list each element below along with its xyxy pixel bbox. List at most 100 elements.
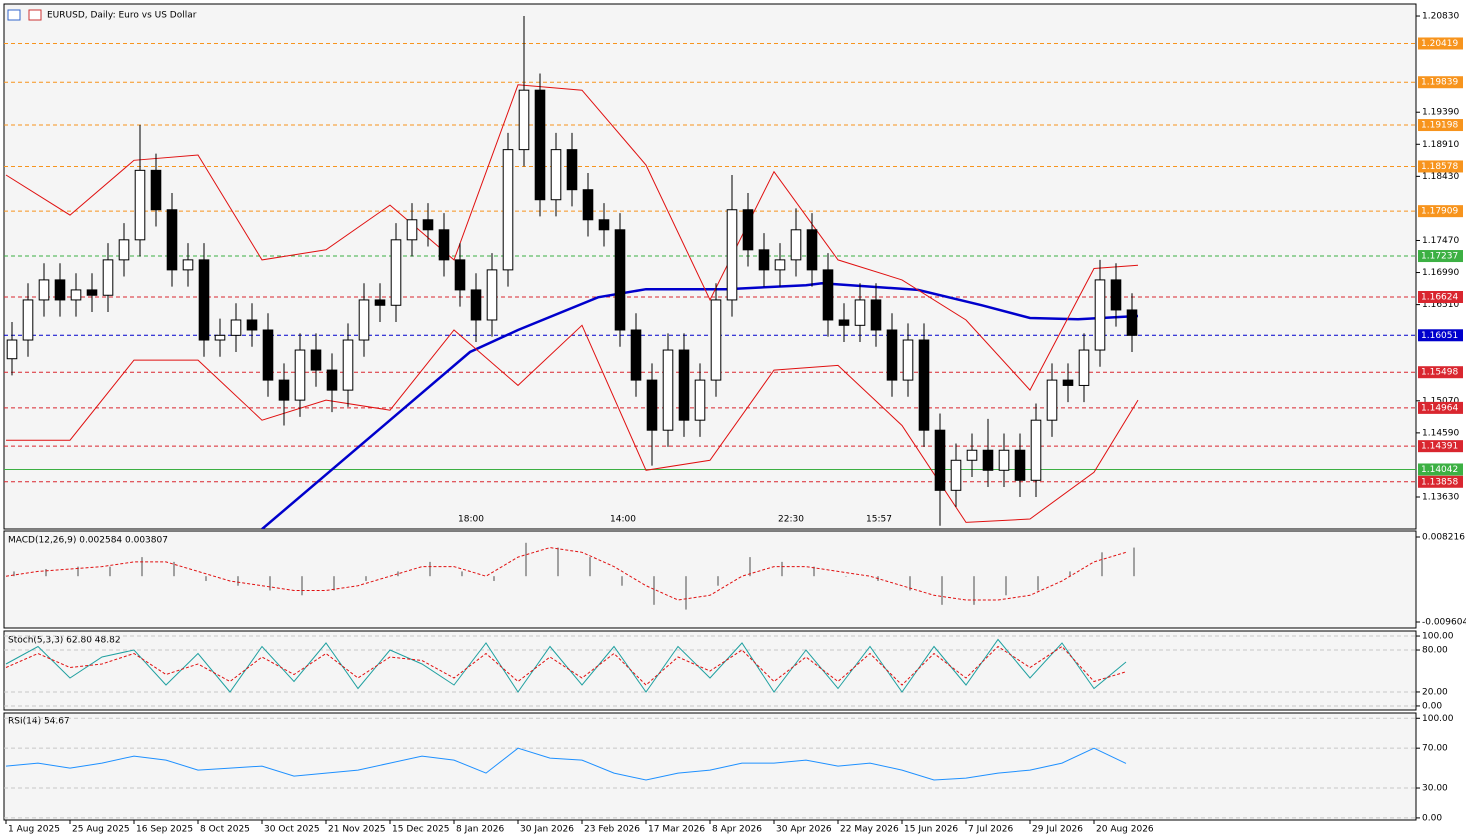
y-tick-label: 1.20830 bbox=[1422, 12, 1459, 22]
candle-body bbox=[214, 334, 226, 341]
x-tick-label: 30 Apr 2026 bbox=[776, 825, 832, 835]
candle-body bbox=[102, 259, 114, 296]
macd-bar bbox=[909, 576, 911, 591]
candle-body bbox=[54, 279, 66, 301]
candle-body bbox=[134, 169, 146, 241]
x-tick-label: 30 Oct 2025 bbox=[264, 825, 320, 835]
candle-body bbox=[326, 369, 338, 391]
macd-bar bbox=[397, 571, 399, 577]
indicator-line bbox=[6, 324, 1139, 523]
candle-body bbox=[550, 149, 562, 201]
candle-body bbox=[470, 289, 482, 321]
icon bbox=[28, 9, 42, 21]
candle-body bbox=[806, 229, 818, 271]
level-label-box bbox=[1418, 160, 1463, 173]
macd-bar bbox=[301, 576, 303, 596]
plot bbox=[4, 16, 1416, 529]
level-label: 1.16051 bbox=[1421, 331, 1458, 341]
level-label: 1.14964 bbox=[1421, 403, 1458, 413]
macd-bar bbox=[13, 571, 15, 577]
macd-bar bbox=[1101, 552, 1103, 577]
candle-body bbox=[278, 379, 290, 401]
macd-bar bbox=[749, 557, 751, 577]
candle-body bbox=[38, 279, 50, 301]
macd-bar bbox=[1037, 576, 1039, 591]
candle-body bbox=[86, 289, 98, 296]
candle-body bbox=[694, 379, 706, 421]
icon bbox=[7, 9, 21, 21]
candle-body bbox=[950, 459, 962, 491]
y-tick-label: 1.15070 bbox=[1422, 396, 1459, 406]
candle-body bbox=[182, 259, 194, 271]
level-label: 1.19839 bbox=[1421, 78, 1458, 88]
candle-body bbox=[646, 379, 658, 431]
candle-body bbox=[70, 289, 82, 301]
candle-body bbox=[502, 149, 514, 271]
candle-body bbox=[662, 349, 674, 431]
candle-body bbox=[390, 239, 402, 306]
candle-body bbox=[166, 209, 178, 271]
y-tick-label: -0.009604 bbox=[1422, 617, 1466, 627]
macd-bar bbox=[1133, 547, 1135, 577]
candle-body bbox=[1126, 309, 1138, 336]
candle-body bbox=[422, 219, 434, 231]
indicator-line bbox=[5, 747, 1127, 781]
candle-body bbox=[582, 189, 594, 221]
level-label-box bbox=[1418, 250, 1463, 263]
x-tick-label: 25 Aug 2025 bbox=[72, 825, 130, 835]
candle-body bbox=[358, 299, 370, 341]
plot bbox=[5, 542, 1135, 610]
candle-body bbox=[406, 219, 418, 241]
candle-body bbox=[614, 229, 626, 331]
y-tick-label: 100.00 bbox=[1422, 632, 1454, 642]
x-tick-label: 15 Jun 2026 bbox=[904, 825, 958, 835]
candle-body bbox=[758, 249, 770, 271]
macd-bar bbox=[653, 576, 655, 605]
candle-body bbox=[1094, 279, 1106, 351]
indicator-line bbox=[261, 281, 1139, 529]
macd-bar bbox=[717, 576, 719, 586]
x-tick-label: 21 Nov 2025 bbox=[328, 825, 386, 835]
candle-body bbox=[886, 329, 898, 381]
level-label-box bbox=[1418, 401, 1463, 414]
candle-body bbox=[6, 339, 18, 360]
indicator-line bbox=[5, 645, 1127, 686]
main-panel bbox=[3, 3, 1417, 530]
panel-title: RSI(14) 54.67 bbox=[8, 717, 70, 727]
candle-body bbox=[22, 299, 34, 341]
y-tick-label: 80.00 bbox=[1422, 646, 1448, 656]
candle-body bbox=[294, 349, 306, 401]
level-label-box bbox=[1418, 475, 1463, 488]
candle-body bbox=[902, 339, 914, 381]
event-marker: 22:30 bbox=[778, 515, 804, 525]
candle-body bbox=[598, 219, 610, 231]
level-label: 1.13858 bbox=[1421, 477, 1458, 487]
macd-bar bbox=[557, 547, 559, 577]
macd-bar bbox=[461, 571, 463, 577]
y-tick-label: 1.19390 bbox=[1422, 108, 1459, 118]
macd-panel bbox=[3, 530, 1417, 629]
event-marker: 14:00 bbox=[610, 515, 636, 525]
candle-body bbox=[1078, 349, 1090, 386]
macd-bar bbox=[429, 561, 431, 577]
level-label: 1.14042 bbox=[1421, 465, 1458, 475]
x-tick-label: 8 Apr 2026 bbox=[712, 825, 762, 835]
macd-bar bbox=[589, 557, 591, 577]
macd-bar bbox=[781, 561, 783, 577]
x-tick-label: 29 Jul 2026 bbox=[1032, 825, 1083, 835]
level-label: 1.20419 bbox=[1421, 39, 1458, 49]
candle-body bbox=[966, 449, 978, 461]
candle-body bbox=[150, 169, 162, 211]
panel-title: Stoch(5,3,3) 62.80 48.82 bbox=[8, 636, 121, 646]
y-tick-label: 1.18430 bbox=[1422, 172, 1459, 182]
macd-bar bbox=[173, 561, 175, 577]
candle-body bbox=[454, 259, 466, 291]
macd-bar bbox=[77, 566, 79, 577]
level-label-box bbox=[1418, 76, 1463, 89]
candle-body bbox=[774, 259, 786, 271]
signal-line bbox=[5, 547, 1127, 601]
candle-body bbox=[486, 269, 498, 321]
candle-body bbox=[982, 449, 994, 471]
level-label-box bbox=[1418, 37, 1463, 50]
